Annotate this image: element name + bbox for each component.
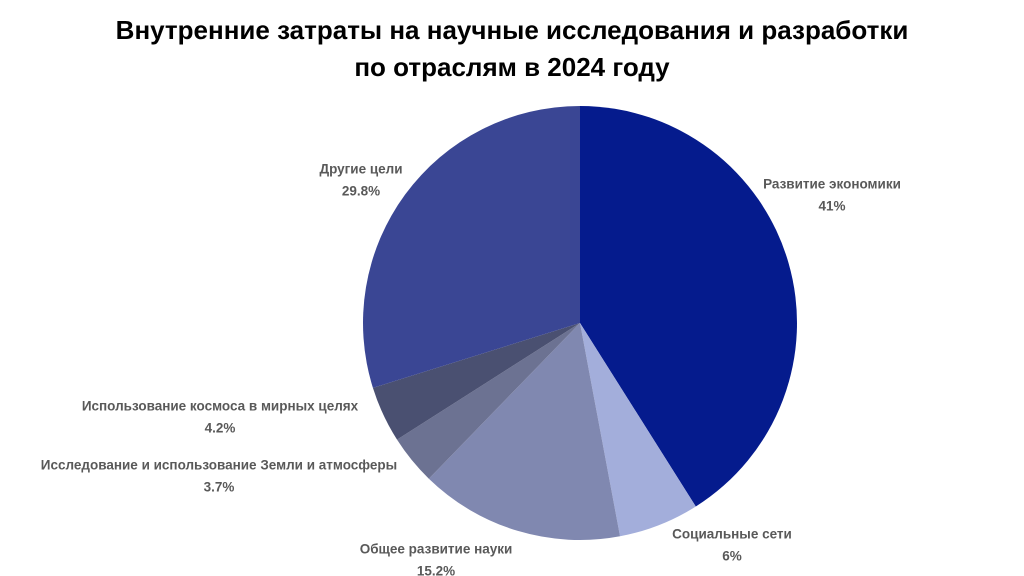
slice-pct-3: 3.7%	[204, 480, 235, 495]
slice-pct-0: 41%	[818, 199, 845, 214]
slice-pct-2: 15.2%	[417, 564, 455, 576]
slice-label-3: Исследование и использование Земли и атм…	[41, 458, 397, 473]
slice-label-2: Общее развитие науки	[360, 542, 513, 557]
slice-label-5: Другие цели	[319, 162, 402, 177]
pie-slice-4	[372, 323, 580, 440]
slice-label-0: Развитие экономики	[763, 177, 901, 192]
chart-title-line2: по отраслям в 2024 году	[354, 52, 670, 82]
pie-slice-1	[580, 323, 696, 537]
slice-label-1: Социальные сети	[672, 527, 792, 542]
slice-pct-5: 29.8%	[342, 184, 380, 199]
pie-slice-2	[428, 323, 621, 541]
pie-slice-3	[397, 323, 580, 479]
slice-pct-1: 6%	[722, 549, 742, 564]
chart-title-line1: Внутренние затраты на научные исследован…	[115, 15, 909, 45]
slice-pct-4: 4.2%	[205, 421, 236, 436]
pie-slice-5	[363, 106, 580, 388]
slice-label-4: Использование космоса в мирных целях	[82, 399, 359, 414]
chart-title: Внутренние затраты на научные исследован…	[0, 12, 1024, 86]
pie-slice-0	[580, 106, 798, 507]
